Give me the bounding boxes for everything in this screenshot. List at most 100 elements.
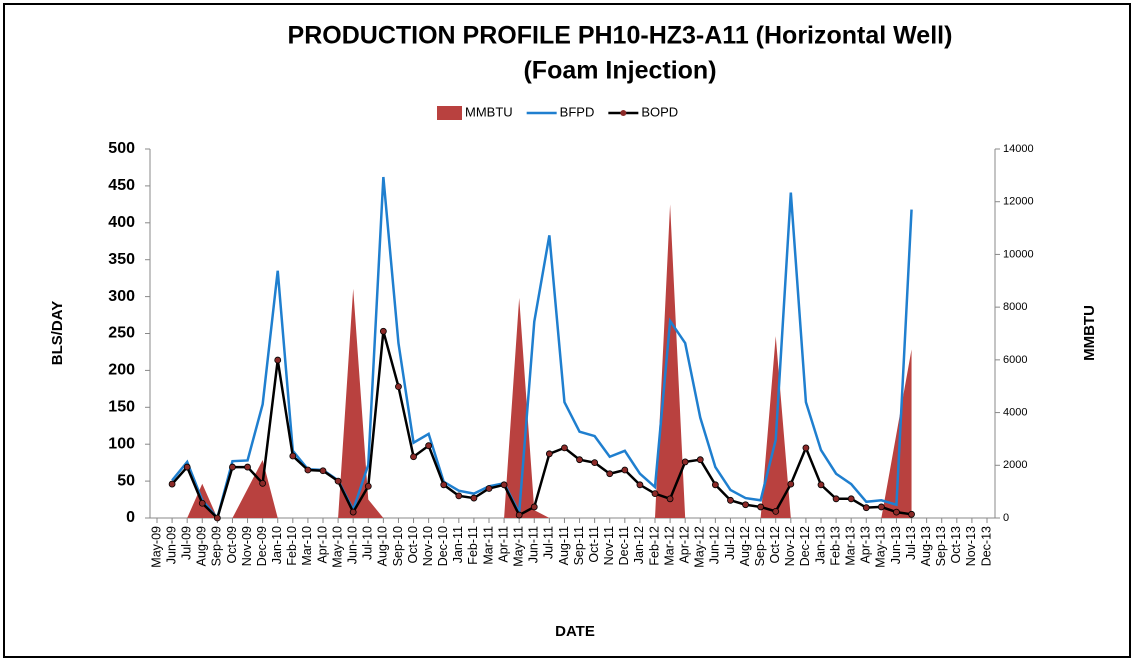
- y2-tick-label: 10000: [1003, 248, 1034, 260]
- marker: [304, 466, 312, 474]
- x-tick-label: Sep-13: [934, 526, 948, 566]
- marker: [545, 450, 553, 458]
- marker: [395, 383, 402, 391]
- legend-marker: [620, 110, 627, 116]
- x-tick-label: Aug-09: [195, 526, 209, 566]
- marker: [455, 492, 463, 500]
- x-tick-label: Mar-10: [300, 526, 314, 566]
- x-tick-label: Oct-11: [587, 526, 601, 563]
- x-tick-label: Jan-13: [813, 526, 827, 564]
- y-tick-label: 50: [117, 472, 135, 489]
- y2-tick-label: 4000: [1003, 406, 1027, 418]
- x-tick-label: Feb-13: [828, 526, 842, 566]
- x-tick-label: Jul-13: [904, 526, 918, 560]
- x-tick-label: Aug-11: [557, 526, 571, 565]
- marker: [183, 463, 191, 471]
- x-tick-label: Apr-13: [859, 526, 873, 564]
- x-tick-label: May-09: [149, 526, 163, 568]
- y2-tick-label: 6000: [1003, 354, 1027, 366]
- x-tick-label: May-11: [511, 526, 525, 567]
- legend-swatch: [437, 106, 462, 120]
- x-tick-label: Dec-09: [255, 526, 269, 566]
- chart-title: PRODUCTION PROFILE PH10-HZ3-A11 (Horizon…: [288, 22, 953, 50]
- x-tick-label: Nov-11: [602, 526, 616, 565]
- marker: [877, 503, 885, 511]
- x-tick-label: Dec-13: [979, 526, 993, 566]
- marker: [576, 456, 583, 464]
- x-tick-label: Oct-12: [768, 526, 782, 564]
- x-tick-label: Mar-12: [662, 526, 676, 566]
- marker: [696, 456, 704, 464]
- y-axis-title: BLS/DAY: [49, 301, 66, 365]
- marker: [757, 503, 765, 511]
- y-tick-label: 100: [108, 435, 135, 452]
- x-tick-label: Jan-10: [270, 526, 284, 564]
- x-tick-label: May-10: [330, 526, 344, 568]
- x-tick-label: Jul-09: [179, 526, 193, 560]
- x-tick-label: Jul-11: [542, 526, 556, 559]
- y2-tick-label: 8000: [1003, 301, 1027, 313]
- marker: [470, 494, 478, 502]
- marker: [319, 467, 327, 475]
- marker: [817, 481, 825, 489]
- x-tick-label: Sep-12: [753, 526, 767, 566]
- area: [172, 204, 912, 518]
- marker: [711, 481, 719, 489]
- marker: [530, 503, 538, 511]
- x-tick-label: Nov-13: [964, 526, 978, 566]
- x-tick-label: Feb-12: [647, 526, 661, 566]
- marker: [591, 459, 599, 467]
- x-tick-label: Dec-10: [436, 526, 450, 566]
- y-tick-label: 450: [108, 177, 135, 194]
- x-tick-label: Nov-12: [783, 526, 797, 566]
- marker: [440, 481, 448, 489]
- x-tick-label: Jun-09: [164, 526, 178, 564]
- marker: [666, 495, 674, 503]
- marker: [379, 327, 387, 335]
- marker: [259, 479, 267, 487]
- marker: [621, 466, 629, 474]
- x-tick-label: Jun-11: [527, 526, 541, 563]
- marker: [274, 356, 282, 364]
- frame: [3, 3, 1131, 658]
- marker: [349, 508, 357, 516]
- x-tick-label: Oct-13: [949, 526, 963, 564]
- marker: [742, 501, 749, 509]
- marker: [229, 463, 236, 471]
- marker: [198, 499, 206, 507]
- y-tick-label: 0: [126, 509, 135, 526]
- marker: [213, 514, 221, 522]
- marker: [500, 481, 508, 489]
- marker: [364, 482, 372, 490]
- y-tick-label: 150: [108, 399, 135, 416]
- marker: [244, 463, 251, 471]
- x-tick-label: Jan-11: [451, 526, 465, 563]
- marker: [606, 470, 614, 478]
- y2-tick-label: 14000: [1003, 143, 1034, 155]
- x-tick-label: Sep-10: [391, 526, 405, 566]
- x-tick-label: Aug-10: [376, 526, 390, 566]
- x-tick-label: Sep-09: [210, 526, 224, 566]
- marker: [334, 477, 342, 485]
- x-tick-label: Mar-13: [843, 526, 857, 566]
- marker: [893, 508, 900, 516]
- x-tick-label: Mar-11: [481, 526, 495, 565]
- x-tick-label: Apr-11: [496, 526, 510, 563]
- y-tick-label: 250: [108, 325, 135, 342]
- x-tick-label: Dec-12: [798, 526, 812, 566]
- x-tick-label: Oct-10: [406, 526, 420, 564]
- legend-label: BFPD: [560, 104, 595, 119]
- marker: [681, 458, 689, 466]
- x-tick-label: Jul-12: [723, 526, 737, 560]
- x-tick-label: Aug-12: [738, 526, 752, 566]
- chart-title: (Foam Injection): [523, 57, 716, 85]
- x-tick-label: May-13: [874, 526, 888, 568]
- marker: [168, 480, 176, 488]
- x-tick-label: Sep-11: [572, 526, 586, 565]
- x-tick-label: Jul-10: [361, 526, 375, 560]
- x-tick-label: Feb-11: [466, 526, 480, 565]
- x-tick-label: Apr-10: [315, 526, 329, 564]
- y2-tick-label: 12000: [1003, 196, 1034, 208]
- y-tick-label: 400: [108, 214, 135, 231]
